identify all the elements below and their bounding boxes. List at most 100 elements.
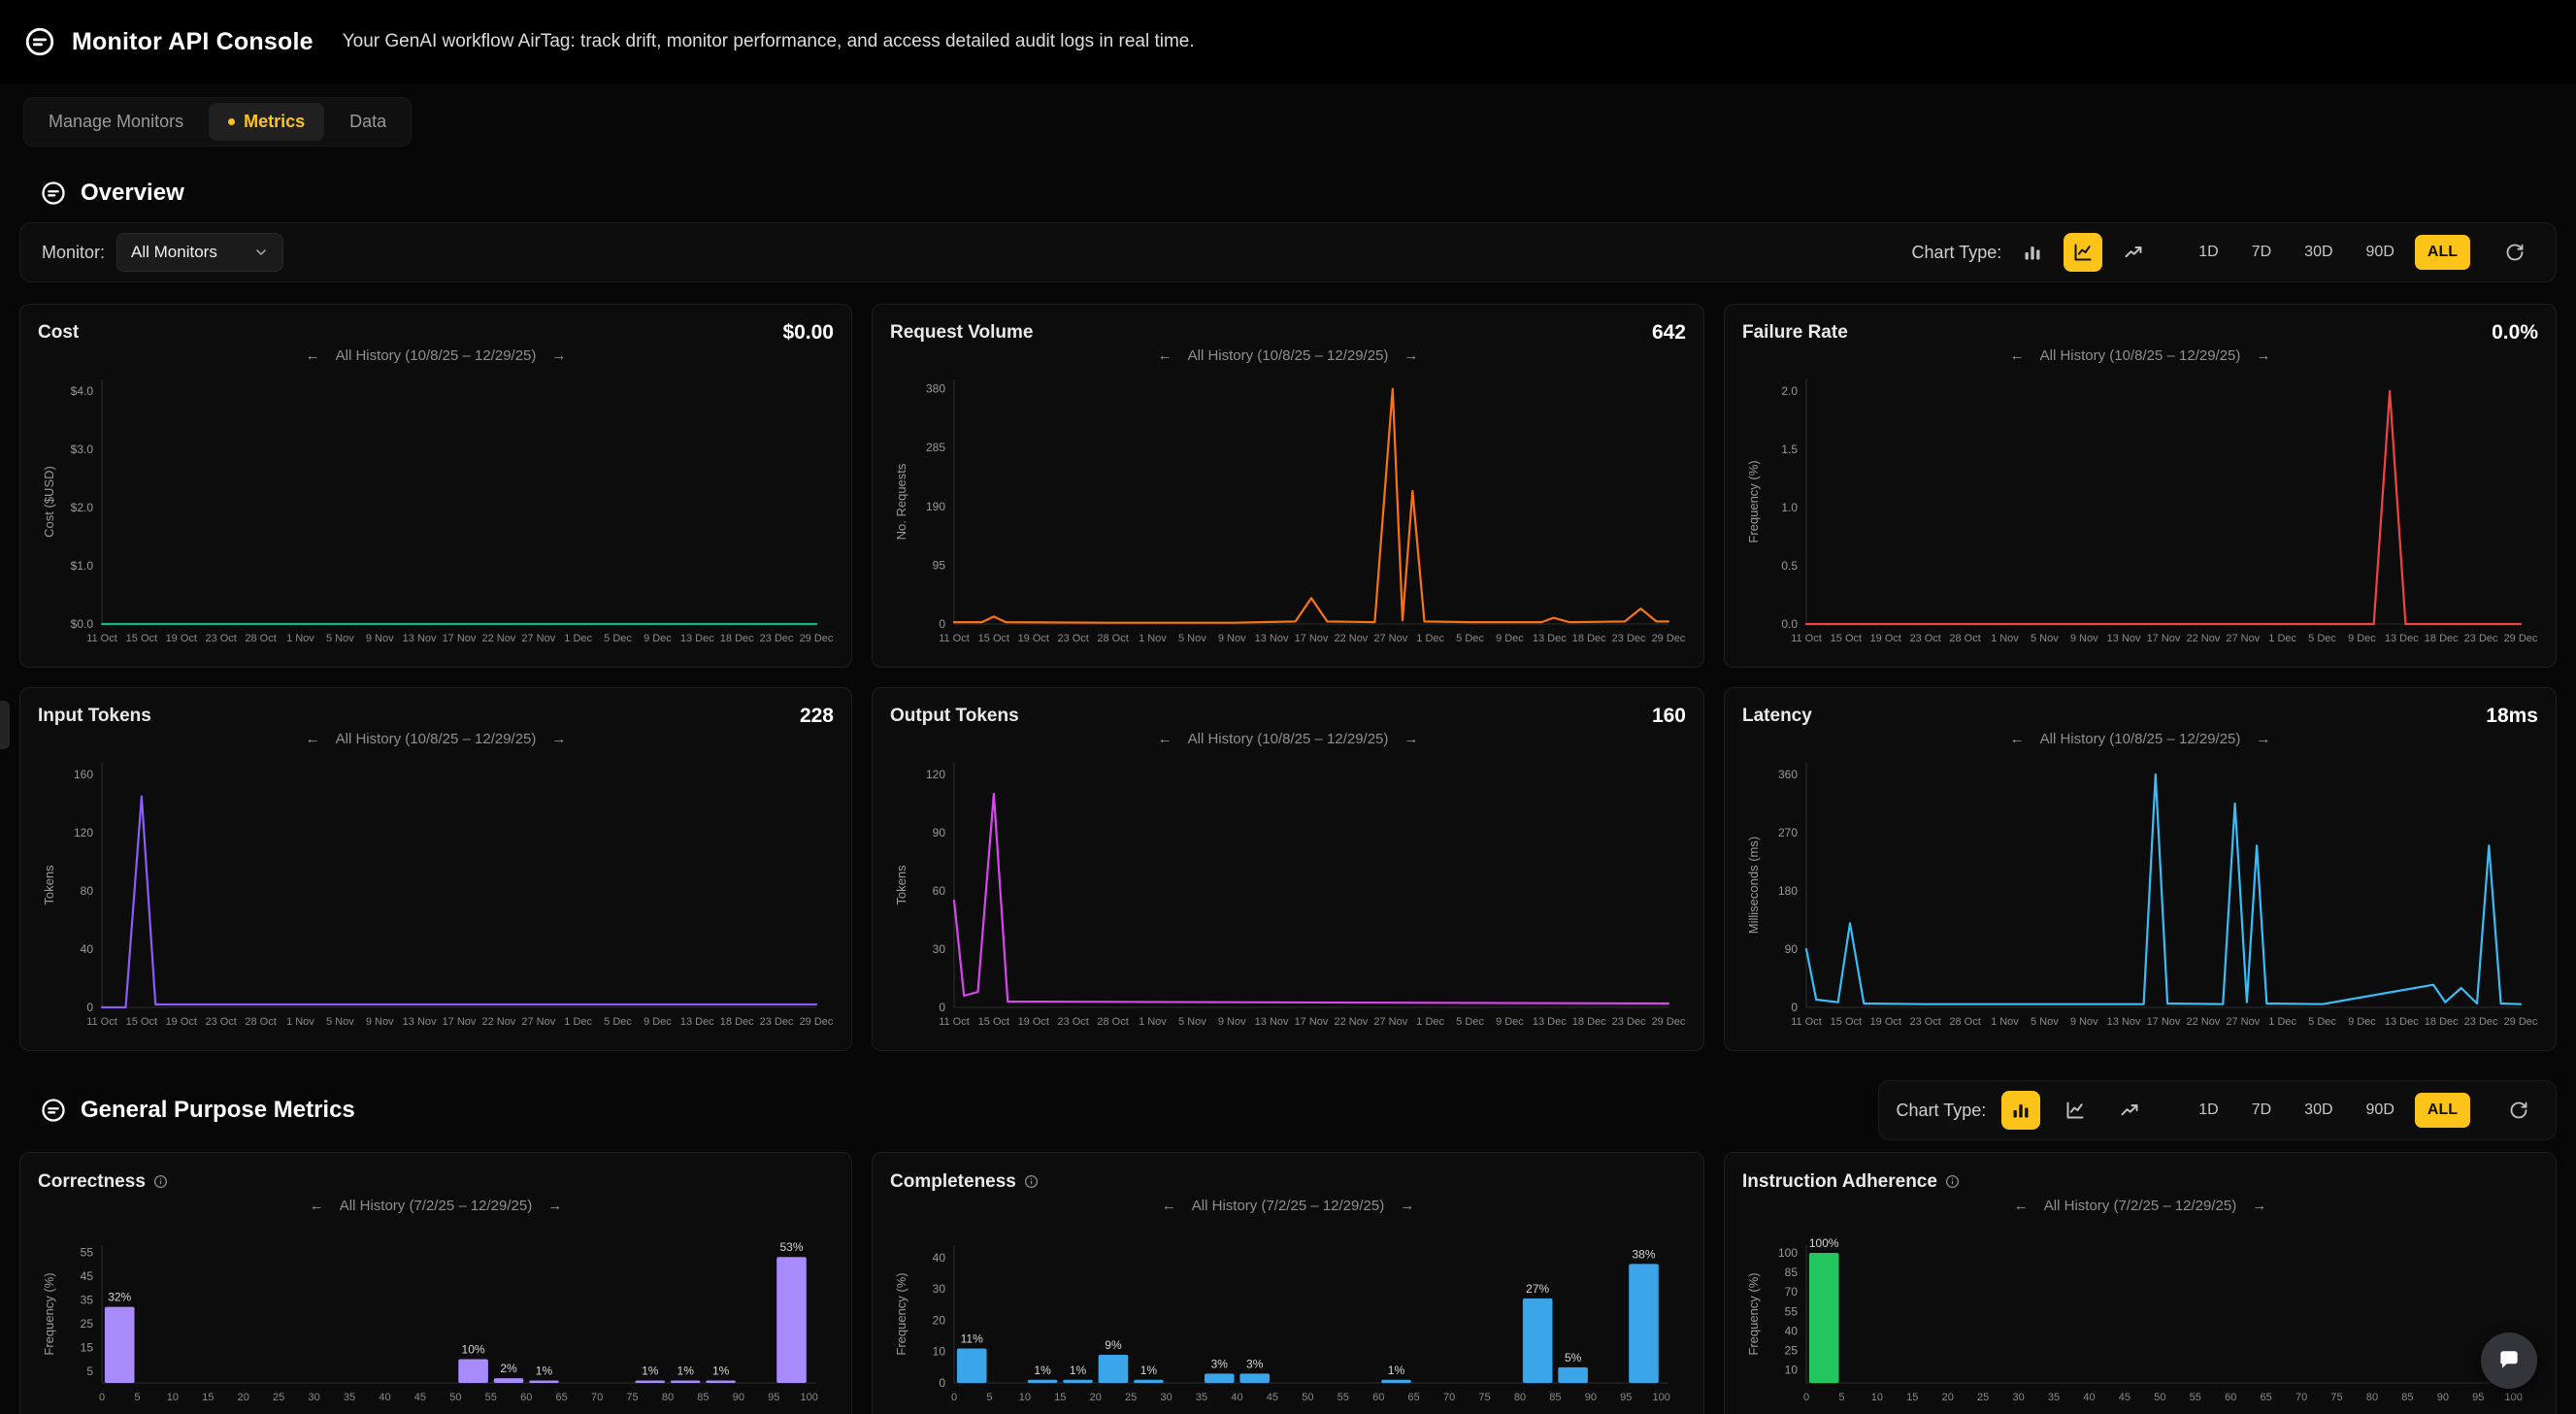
svg-text:1 Dec: 1 Dec (2268, 633, 2296, 644)
chart-range: ← All History (10/8/25 – 12/29/25) → (38, 345, 834, 368)
svg-text:25: 25 (1125, 1392, 1137, 1403)
failure-rate-chart: 0.0 0.5 1.0 1.5 2.0 Frequency (%) 11 Oct 15 Oct… (1746, 379, 2538, 644)
svg-text:1%: 1% (677, 1365, 695, 1378)
svg-text:28 Oct: 28 Oct (245, 633, 276, 644)
svg-text:Tokens: Tokens (894, 865, 908, 905)
chart-title: Input Tokens (38, 705, 151, 726)
svg-text:Frequency (%): Frequency (%) (894, 1272, 908, 1355)
chart-type-line-button[interactable] (2056, 1091, 2095, 1130)
tab-label: Manage Monitors (49, 112, 184, 131)
correctness-chart-card: Correctness ← All History (7/2/25 – 12/29… (19, 1152, 852, 1414)
svg-text:270: 270 (1778, 826, 1798, 839)
svg-text:1 Nov: 1 Nov (1991, 1016, 2019, 1028)
range-1d-button[interactable]: 1D (2186, 235, 2230, 270)
svg-text:10%: 10% (462, 1343, 485, 1357)
info-icon[interactable] (153, 1174, 168, 1189)
refresh-icon (2506, 244, 2524, 261)
range-label: All History (7/2/25 – 12/29/25) (2043, 1198, 2237, 1214)
svg-text:45: 45 (81, 1269, 94, 1283)
general-metrics-section-header: General Purpose Metrics (40, 1097, 355, 1124)
range-30d-button[interactable]: 30D (2292, 235, 2345, 270)
svg-text:9 Dec: 9 Dec (2348, 1016, 2376, 1028)
svg-text:35: 35 (81, 1293, 94, 1306)
svg-text:5: 5 (1838, 1392, 1844, 1403)
svg-text:28 Oct: 28 Oct (1949, 633, 1980, 644)
chart-value: 160 (1651, 704, 1686, 727)
chart-type-trend-button[interactable] (2114, 233, 2153, 272)
range-30d-button[interactable]: 30D (2292, 1093, 2345, 1128)
chat-widget-button[interactable] (2481, 1332, 2537, 1389)
tab-metrics[interactable]: Metrics (209, 103, 325, 141)
refresh-button[interactable] (2499, 1091, 2538, 1130)
svg-text:23 Dec: 23 Dec (760, 1016, 794, 1028)
svg-text:23 Dec: 23 Dec (2464, 633, 2498, 644)
range-1d-button[interactable]: 1D (2186, 1093, 2230, 1128)
general-metrics-section-row: General Purpose Metrics Chart Type: 1D 7… (0, 1080, 2557, 1140)
range-all-button[interactable]: ALL (2414, 1093, 2470, 1128)
latency-chart-card: Latency 18ms ← All History (10/8/25 – 12/… (1724, 687, 2557, 1051)
svg-text:100: 100 (1653, 1392, 1670, 1403)
svg-text:30: 30 (1160, 1392, 1172, 1403)
svg-text:19 Oct: 19 Oct (166, 633, 197, 644)
svg-text:9%: 9% (1105, 1338, 1122, 1352)
svg-text:0: 0 (1791, 1001, 1798, 1014)
range-90d-button[interactable]: 90D (2354, 1093, 2407, 1128)
svg-text:27 Nov: 27 Nov (521, 633, 555, 644)
tab-manage-monitors[interactable]: Manage Monitors (29, 103, 203, 141)
info-icon[interactable] (1945, 1174, 1960, 1189)
svg-text:70: 70 (1443, 1392, 1455, 1403)
chart-type-bar-button[interactable] (2001, 1091, 2041, 1130)
bar-chart-icon (2013, 1104, 2029, 1118)
svg-text:19 Oct: 19 Oct (1018, 633, 1049, 644)
chart-type-trend-button[interactable] (2110, 1091, 2149, 1130)
arrow-right-icon: → (2256, 731, 2271, 747)
svg-text:15 Oct: 15 Oct (978, 633, 1009, 644)
cost-chart: $0.0 $1.0 $2.0 $3.0 $4.0 Cost ($USD) 11 Oct 15 … (42, 379, 834, 644)
svg-text:75: 75 (2330, 1392, 2342, 1403)
svg-text:0: 0 (939, 1376, 945, 1390)
svg-text:13 Nov: 13 Nov (403, 633, 437, 644)
edge-widget-handle[interactable] (0, 701, 10, 749)
svg-text:75: 75 (1478, 1392, 1490, 1403)
arrow-left-icon: ← (1157, 347, 1172, 364)
svg-text:20: 20 (933, 1313, 946, 1327)
svg-text:23 Oct: 23 Oct (205, 633, 236, 644)
svg-text:15: 15 (81, 1340, 94, 1354)
chart-type-bar-button[interactable] (2013, 233, 2052, 272)
svg-text:23 Oct: 23 Oct (1057, 1016, 1088, 1028)
svg-text:1.5: 1.5 (1781, 443, 1798, 456)
chart-range: ← All History (7/2/25 – 12/29/25) → (1742, 1195, 2538, 1218)
svg-text:Cost ($USD): Cost ($USD) (42, 466, 56, 538)
svg-text:50: 50 (1302, 1392, 1313, 1403)
svg-text:0: 0 (86, 1001, 93, 1014)
monitor-select[interactable]: All Monitors (116, 233, 284, 272)
overview-section-header: Overview (40, 180, 2557, 207)
cost-chart-card: Cost $0.00 ← All History (10/8/25 – 12/29… (19, 304, 852, 668)
range-7d-button[interactable]: 7D (2239, 235, 2284, 270)
range-90d-button[interactable]: 90D (2354, 235, 2407, 270)
tab-data[interactable]: Data (330, 103, 406, 141)
svg-text:10: 10 (167, 1392, 179, 1403)
svg-text:5: 5 (86, 1365, 93, 1378)
svg-text:$1.0: $1.0 (71, 559, 94, 573)
arrow-right-icon: → (551, 347, 567, 364)
overview-filter-bar: Monitor: All Monitors Chart Type: 1D 7D … (19, 222, 2557, 282)
chart-type-line-button[interactable] (2064, 233, 2103, 272)
range-label: All History (10/8/25 – 12/29/25) (335, 347, 537, 364)
chart-value: 18ms (2486, 704, 2538, 727)
general-metrics-grid: Correctness ← All History (7/2/25 – 12/29… (19, 1152, 2557, 1414)
svg-text:60: 60 (933, 884, 946, 898)
range-7d-button[interactable]: 7D (2239, 1093, 2284, 1128)
svg-text:35: 35 (344, 1392, 355, 1403)
arrow-left-icon: ← (1161, 1198, 1176, 1214)
section-logo-icon (40, 180, 67, 207)
range-all-button[interactable]: ALL (2414, 235, 2470, 270)
chart-value: 642 (1651, 320, 1686, 344)
svg-text:5: 5 (986, 1392, 992, 1403)
svg-text:27 Nov: 27 Nov (1373, 633, 1407, 644)
refresh-button[interactable] (2495, 233, 2534, 272)
chart-title: Request Volume (890, 321, 1034, 343)
svg-text:No. Requests: No. Requests (894, 463, 908, 540)
info-icon[interactable] (1024, 1174, 1039, 1189)
svg-text:35: 35 (1196, 1392, 1207, 1403)
